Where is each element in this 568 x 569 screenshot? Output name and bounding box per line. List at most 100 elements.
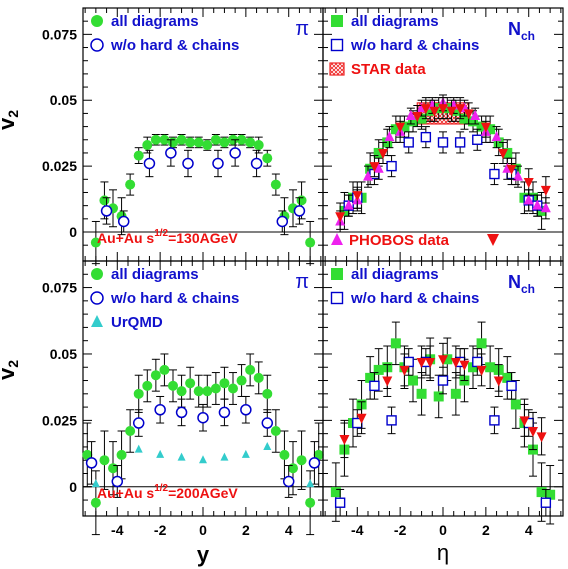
data-point bbox=[536, 487, 547, 498]
legend-marker bbox=[331, 268, 343, 280]
data-point bbox=[506, 380, 517, 392]
x-tick-label: 2 bbox=[242, 522, 250, 538]
data-point bbox=[416, 357, 427, 368]
legend-marker bbox=[90, 38, 104, 52]
data-point bbox=[442, 354, 453, 365]
data-point bbox=[212, 157, 224, 170]
data-point bbox=[156, 449, 165, 458]
data-point bbox=[261, 417, 274, 429]
data-point bbox=[425, 357, 436, 368]
data-point bbox=[229, 147, 241, 159]
data-point bbox=[305, 497, 316, 508]
data-point bbox=[437, 137, 449, 148]
phobos-legend-marker bbox=[487, 234, 499, 246]
data-point bbox=[438, 104, 448, 115]
y-tick-label: 0.075 bbox=[42, 280, 77, 296]
data-point bbox=[253, 140, 264, 151]
species-label: Nch bbox=[508, 19, 535, 43]
legend-label: STAR data bbox=[351, 61, 426, 78]
data-point bbox=[420, 104, 431, 115]
data-point bbox=[193, 386, 204, 397]
data-point bbox=[288, 463, 298, 474]
series-circle-filled bbox=[82, 353, 324, 536]
data-point bbox=[513, 170, 523, 181]
data-point bbox=[218, 406, 231, 419]
data-point bbox=[450, 388, 461, 399]
legend-label: w/o hard & chains bbox=[350, 37, 479, 54]
data-point bbox=[480, 122, 491, 133]
data-point bbox=[506, 164, 517, 175]
data-point bbox=[523, 194, 534, 205]
data-point bbox=[143, 157, 156, 170]
data-point bbox=[245, 137, 256, 148]
species-sub: ch bbox=[521, 29, 535, 43]
data-point bbox=[450, 105, 461, 116]
data-point bbox=[296, 455, 307, 466]
data-point bbox=[279, 449, 290, 460]
panel-top-right: all diagrams w/o hard & chains STAR data Nc… bbox=[322, 7, 564, 262]
data-point bbox=[305, 237, 316, 248]
data-point bbox=[498, 148, 508, 159]
legend-label: w/o hard & chains bbox=[110, 37, 239, 54]
data-point bbox=[339, 205, 350, 216]
data-point bbox=[416, 388, 427, 399]
data-point bbox=[540, 202, 551, 213]
data-point bbox=[263, 441, 272, 450]
legend-marker bbox=[330, 38, 344, 52]
species-main: N bbox=[508, 19, 521, 39]
data-point bbox=[545, 489, 556, 500]
data-point bbox=[384, 131, 395, 142]
data-point bbox=[193, 137, 204, 148]
data-point bbox=[262, 153, 273, 164]
series-triangle-down bbox=[335, 97, 551, 230]
data-point bbox=[82, 449, 93, 460]
data-point bbox=[150, 370, 161, 381]
data-point bbox=[276, 215, 289, 228]
data-point bbox=[182, 157, 194, 170]
data-point bbox=[485, 124, 496, 135]
data-point bbox=[510, 399, 521, 410]
data-point bbox=[175, 406, 188, 419]
data-point bbox=[463, 109, 474, 120]
data-point bbox=[489, 168, 500, 180]
series-circle-filled bbox=[90, 134, 316, 265]
series-triangle-up bbox=[91, 441, 315, 488]
data-point bbox=[150, 134, 161, 145]
data-point bbox=[270, 426, 281, 436]
data-point bbox=[185, 137, 196, 148]
data-point bbox=[363, 170, 373, 181]
data-point bbox=[373, 162, 384, 173]
x-tick-label: -2 bbox=[394, 522, 407, 538]
data-point bbox=[240, 404, 252, 416]
y-axis-label-top: v2 bbox=[0, 110, 21, 130]
data-point bbox=[177, 452, 186, 461]
species-label: Nch bbox=[508, 272, 535, 296]
x-tick-label: 0 bbox=[439, 522, 447, 538]
data-point bbox=[502, 372, 513, 383]
series-circle-open bbox=[85, 395, 321, 498]
data-point bbox=[382, 137, 393, 148]
data-point bbox=[386, 160, 397, 172]
data-point bbox=[236, 375, 247, 386]
x-tick-label: 4 bbox=[285, 522, 293, 538]
y-axis-label: v2 v2 bbox=[0, 110, 21, 380]
data-point bbox=[476, 365, 487, 376]
data-point bbox=[99, 195, 110, 206]
data-point bbox=[493, 137, 504, 148]
legend-marker bbox=[91, 315, 103, 327]
data-point bbox=[296, 195, 307, 206]
data-point bbox=[197, 411, 209, 424]
species-sub: ch bbox=[521, 282, 535, 296]
series-circle-open bbox=[100, 139, 306, 233]
data-point bbox=[502, 147, 513, 158]
legend-label: UrQMD bbox=[111, 314, 163, 331]
data-point bbox=[438, 355, 448, 366]
data-point bbox=[91, 479, 100, 488]
y-tick-label: 0 bbox=[69, 224, 77, 240]
data-point bbox=[468, 116, 478, 127]
data-point bbox=[403, 356, 414, 368]
data-point bbox=[412, 112, 423, 123]
data-point bbox=[416, 113, 427, 124]
data-point bbox=[403, 137, 414, 148]
data-point bbox=[125, 426, 136, 436]
